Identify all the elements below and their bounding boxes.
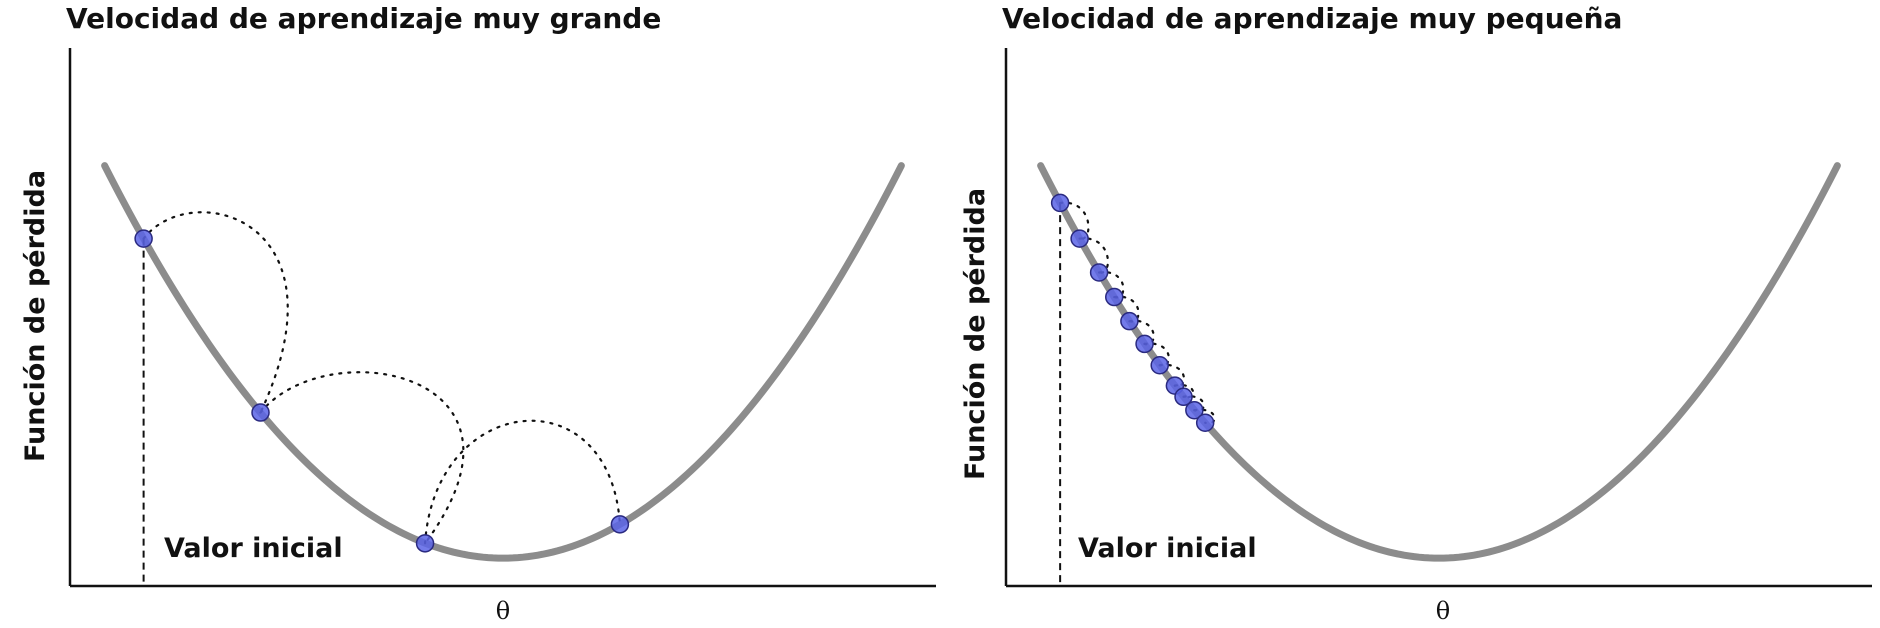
- data-point: [1120, 311, 1139, 331]
- chart-svg-small-lr: Velocidad de aprendizaje muy pequeña Fun…: [960, 2, 1872, 625]
- step-arc: [1143, 342, 1170, 367]
- data-point: [1135, 334, 1154, 354]
- chart-panel-large-lr: Velocidad de aprendizaje muy grande Func…: [20, 2, 936, 625]
- data-point: [1070, 229, 1089, 248]
- step-arc: [423, 419, 622, 545]
- chart-panel-small-lr: Velocidad de aprendizaje muy pequeña Fun…: [940, 0, 1880, 628]
- step-arc: [1173, 384, 1195, 399]
- chart-svg-large-lr: Velocidad de aprendizaje muy grande Func…: [20, 2, 936, 625]
- chart-title: Velocidad de aprendizaje muy grande: [66, 2, 661, 35]
- step-arc: [142, 211, 289, 414]
- data-point: [415, 534, 435, 553]
- initial-value-label: Valor inicial: [164, 533, 343, 564]
- data-point: [1050, 193, 1070, 213]
- loss-curve: [101, 162, 905, 562]
- data-point: [251, 403, 270, 422]
- data-point: [134, 229, 153, 248]
- data-point: [610, 515, 630, 534]
- y-axis-label: Función de pérdida: [960, 188, 991, 480]
- x-axis-label: θ: [1436, 597, 1450, 625]
- chart-title: Velocidad de aprendizaje muy pequeña: [1002, 2, 1622, 35]
- data-point: [1195, 413, 1215, 432]
- x-axis-label: θ: [496, 597, 510, 625]
- data-point: [1105, 287, 1124, 307]
- data-point: [1089, 263, 1109, 282]
- y-axis-label: Función de pérdida: [20, 170, 51, 462]
- step-arc: [1158, 363, 1186, 387]
- data-point: [1185, 400, 1204, 420]
- step-arc: [1128, 319, 1155, 346]
- data-point: [1174, 387, 1193, 407]
- data-point: [1150, 355, 1169, 375]
- initial-value-label: Valor inicial: [1078, 533, 1257, 564]
- step-arc: [259, 371, 465, 545]
